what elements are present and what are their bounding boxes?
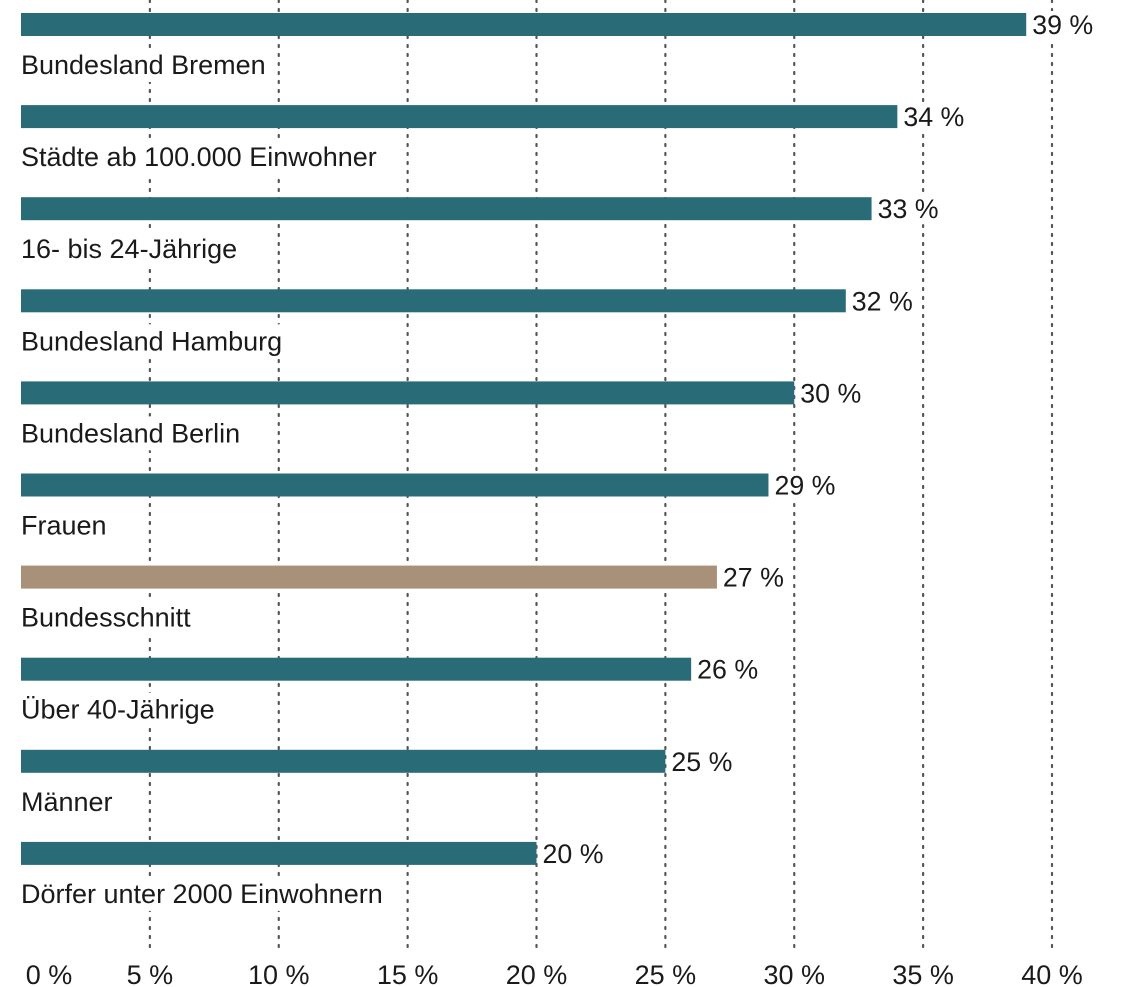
x-tick-label: 5 % xyxy=(127,960,174,987)
x-tick-label: 15 % xyxy=(377,960,439,987)
category-label-bg xyxy=(19,784,119,819)
category-label: Bundesland Bremen xyxy=(21,50,266,80)
x-tick-label: 25 % xyxy=(635,960,697,987)
category-label-bg xyxy=(19,600,198,635)
value-label-bg xyxy=(1029,11,1097,40)
value-label: 34 % xyxy=(903,102,964,132)
bar xyxy=(21,473,769,497)
category-label-bg xyxy=(19,232,244,267)
bar xyxy=(21,289,846,313)
bar xyxy=(21,565,717,589)
category-label: Städte ab 100.000 Einwohner xyxy=(21,142,377,172)
bars: 39 % Bundesland Bremen 34 % Städte ab 100.0… xyxy=(19,10,1097,911)
x-tick-label: 30 % xyxy=(763,960,825,987)
x-tick-label: 20 % xyxy=(506,960,568,987)
value-label-bg xyxy=(539,839,607,869)
category-label: Bundesland Hamburg xyxy=(21,326,282,356)
value-label-bg xyxy=(874,195,942,225)
category-label: Über 40-Jährige xyxy=(21,695,215,725)
value-label: 30 % xyxy=(800,378,861,408)
value-label: 27 % xyxy=(723,563,784,593)
category-label-bg xyxy=(19,508,113,543)
category-label: Frauen xyxy=(21,511,107,541)
bar xyxy=(21,657,692,681)
value-label-bg xyxy=(771,471,839,501)
category-label: Männer xyxy=(21,787,113,817)
category-label: Bundesschnitt xyxy=(21,603,191,633)
x-axis-ticks: 0 % 5 % 10 % 15 % 20 % 25 % 30 % 35 % 40 % xyxy=(26,960,1083,987)
value-label-bg xyxy=(797,379,865,409)
bar xyxy=(21,841,537,865)
category-label-bg xyxy=(19,140,383,175)
value-label-bg xyxy=(668,747,736,777)
value-label: 20 % xyxy=(543,839,604,869)
value-label: 39 % xyxy=(1032,10,1093,40)
category-label-bg xyxy=(19,324,289,359)
value-label: 29 % xyxy=(774,471,835,501)
x-tick-label: 10 % xyxy=(248,960,310,987)
value-label: 25 % xyxy=(671,747,732,777)
x-tick-label: 40 % xyxy=(1021,960,1083,987)
bar xyxy=(21,749,666,773)
value-label-bg xyxy=(900,103,968,133)
category-label-bg xyxy=(19,692,221,727)
x-tick-label: 35 % xyxy=(892,960,954,987)
x-tick-label: 0 % xyxy=(26,960,73,987)
bar xyxy=(21,13,1027,36)
category-label-bg xyxy=(19,48,272,82)
category-label-bg xyxy=(19,416,247,451)
gridlines xyxy=(148,0,1054,952)
value-label: 33 % xyxy=(878,194,939,224)
category-label: Dörfer unter 2000 Einwohnern xyxy=(21,879,383,909)
bar xyxy=(21,381,795,405)
value-label-bg xyxy=(848,287,916,317)
bar xyxy=(21,105,898,129)
category-label: Bundesland Berlin xyxy=(21,418,240,448)
category-label-bg xyxy=(19,876,389,911)
bar xyxy=(21,197,872,221)
category-label: 16- bis 24-Jährige xyxy=(21,234,237,264)
value-label: 26 % xyxy=(697,655,758,685)
value-label: 32 % xyxy=(852,286,913,316)
value-label-bg xyxy=(694,655,762,685)
value-label-bg xyxy=(719,563,787,593)
